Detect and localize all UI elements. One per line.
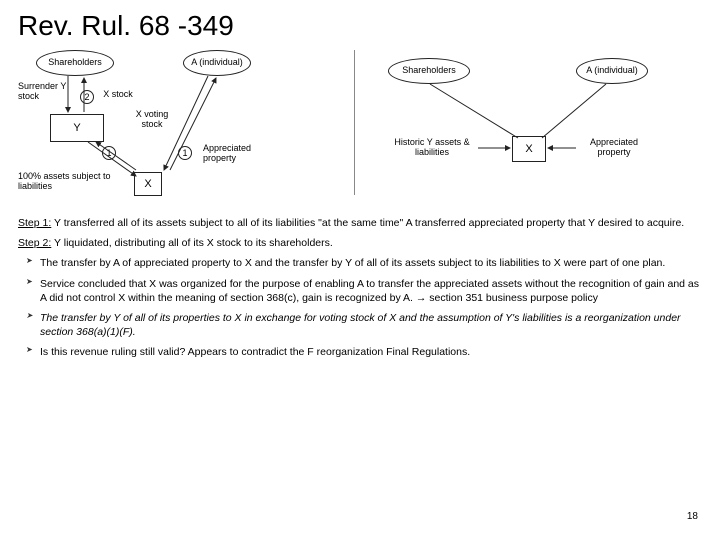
- divider-line: [354, 50, 355, 195]
- left-xvoting-label: X voting stock: [128, 110, 176, 130]
- bullet-item: The transfer by Y of all of its properti…: [26, 311, 702, 339]
- step2-body: Y liquidated, distributing all of its X …: [51, 237, 333, 249]
- right-a-individual-oval: A (individual): [576, 58, 648, 84]
- step2-label: Step 2:: [18, 237, 51, 249]
- bullet-list: The transfer by A of appreciated propert…: [18, 256, 702, 359]
- diagram: Shareholders A (individual) Surrender Y …: [18, 46, 702, 216]
- right-x-box: X: [512, 136, 546, 162]
- left-shareholders-oval: Shareholders: [36, 50, 114, 76]
- left-appreciated-label: Appreciated property: [203, 144, 273, 164]
- step1-body: Y transferred all of its assets subject …: [51, 217, 684, 229]
- step1-label: Step 1:: [18, 217, 51, 229]
- left-a-individual-oval: A (individual): [183, 50, 251, 76]
- bullet-item: Service concluded that X was organized f…: [26, 277, 702, 305]
- left-step1b-circle: 1: [178, 146, 192, 160]
- left-step1-circle: 1: [102, 146, 116, 160]
- page-number: 18: [687, 511, 698, 522]
- bullet-item: Is this revenue ruling still valid? Appe…: [26, 345, 702, 359]
- left-step2-circle: 2: [80, 90, 94, 104]
- step1-line: Step 1: Y transferred all of its assets …: [18, 216, 702, 230]
- left-y-box: Y: [50, 114, 104, 142]
- left-x-box: X: [134, 172, 162, 196]
- steps-text: Step 1: Y transferred all of its assets …: [18, 216, 702, 359]
- bullet-item: The transfer by A of appreciated propert…: [26, 256, 702, 270]
- left-xstock-label: X stock: [98, 90, 138, 100]
- right-historic-label: Historic Y assets & liabilities: [386, 138, 478, 158]
- page-title: Rev. Rul. 68 -349: [18, 10, 702, 42]
- right-appreciated-label: Appreciated property: [578, 138, 650, 158]
- left-surrender-label: Surrender Y stock: [18, 82, 73, 102]
- right-shareholders-oval: Shareholders: [388, 58, 470, 84]
- left-assets-label: 100% assets subject to liabilities: [18, 172, 123, 192]
- step2-line: Step 2: Y liquidated, distributing all o…: [18, 236, 702, 250]
